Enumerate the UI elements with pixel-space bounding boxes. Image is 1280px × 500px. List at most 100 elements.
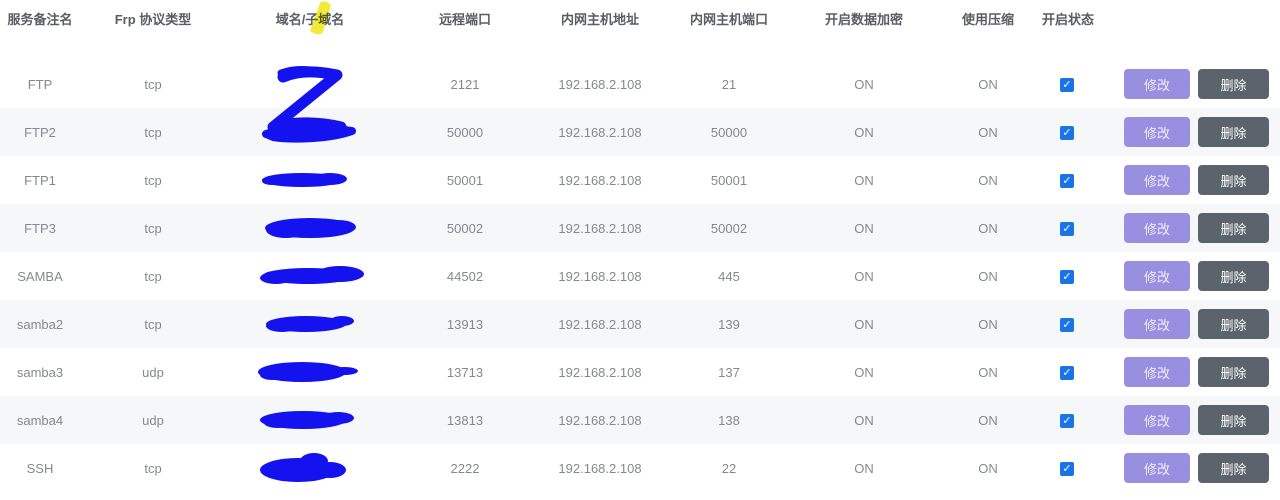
column-header-compression: 使用压缩 xyxy=(961,11,1014,27)
delete-button[interactable]: 删除 xyxy=(1198,405,1269,435)
enabled-checkbox[interactable]: ✓ xyxy=(1060,413,1074,428)
enabled-checkbox[interactable]: ✓ xyxy=(1060,317,1074,332)
protocol-cell: tcp xyxy=(144,268,162,284)
enabled-checkbox[interactable]: ✓ xyxy=(1060,269,1074,284)
protocol-cell: tcp xyxy=(144,316,162,332)
column-header-domain-label: 域名/子域名 xyxy=(275,11,345,27)
protocol-cell: tcp xyxy=(144,460,162,476)
enabled-checkbox[interactable]: ✓ xyxy=(1060,461,1074,476)
remote-port-cell: 50001 xyxy=(446,172,484,188)
encryption-cell: ON xyxy=(854,172,874,188)
actions-cell: 修改 删除 xyxy=(1092,117,1280,147)
encryption-cell: ON xyxy=(854,460,874,476)
column-header-domain: 域名/子域名 xyxy=(226,0,394,34)
delete-button[interactable]: 删除 xyxy=(1198,453,1269,483)
edit-button[interactable]: 修改 xyxy=(1124,309,1190,339)
encryption-cell: ON xyxy=(854,220,874,236)
protocol-cell: tcp xyxy=(144,220,162,236)
encryption-cell: ON xyxy=(854,76,874,92)
compression-cell: ON xyxy=(978,124,998,140)
remote-port-cell: 2121 xyxy=(450,76,480,92)
edit-button[interactable]: 修改 xyxy=(1124,69,1190,99)
enabled-state-cell: ✓ xyxy=(1042,268,1092,284)
table-body: FTP tcp 2121 192.168.2.108 21 ON ON ✓ 修改 删除 FTP2 tc… xyxy=(0,60,1280,492)
remote-port-cell: 13713 xyxy=(446,364,484,380)
host-port-cell: 50000 xyxy=(710,124,748,140)
host-address-cell: 192.168.2.108 xyxy=(558,124,642,140)
edit-button[interactable]: 修改 xyxy=(1124,357,1190,387)
service-name-cell: samba2 xyxy=(16,316,64,332)
table-header-row: 服务备注名 Frp 协议类型 域名/子域名 远程端口 内网主机地址 内网主机端口… xyxy=(0,0,1280,36)
remote-port-cell: 13813 xyxy=(446,412,484,428)
table-row: FTP3 tcp 50002 192.168.2.108 50002 ON ON ✓ 修改 删除 xyxy=(0,204,1280,252)
delete-button[interactable]: 删除 xyxy=(1198,117,1269,147)
host-address-cell: 192.168.2.108 xyxy=(558,460,642,476)
actions-cell: 修改 删除 xyxy=(1092,453,1280,483)
host-port-cell: 137 xyxy=(718,364,740,380)
service-name-cell: FTP2 xyxy=(24,124,56,140)
table-row: FTP tcp 2121 192.168.2.108 21 ON ON ✓ 修改 删除 xyxy=(0,60,1280,108)
actions-cell: 修改 删除 xyxy=(1092,213,1280,243)
service-name-cell: SAMBA xyxy=(17,268,63,284)
service-name-cell: SSH xyxy=(26,460,54,476)
protocol-cell: tcp xyxy=(144,76,162,92)
compression-cell: ON xyxy=(978,268,998,284)
encryption-cell: ON xyxy=(854,316,874,332)
delete-button[interactable]: 删除 xyxy=(1198,261,1269,291)
delete-button[interactable]: 删除 xyxy=(1198,213,1269,243)
protocol-cell: tcp xyxy=(144,124,162,140)
service-name-cell: FTP1 xyxy=(24,172,56,188)
compression-cell: ON xyxy=(978,316,998,332)
compression-cell: ON xyxy=(978,364,998,380)
enabled-state-cell: ✓ xyxy=(1042,316,1092,332)
compression-cell: ON xyxy=(978,220,998,236)
enabled-state-cell: ✓ xyxy=(1042,460,1092,476)
enabled-checkbox[interactable]: ✓ xyxy=(1060,173,1074,188)
edit-button[interactable]: 修改 xyxy=(1124,453,1190,483)
enabled-state-cell: ✓ xyxy=(1042,364,1092,380)
enabled-state-cell: ✓ xyxy=(1042,172,1092,188)
edit-button[interactable]: 修改 xyxy=(1124,261,1190,291)
host-address-cell: 192.168.2.108 xyxy=(558,220,642,236)
remote-port-cell: 2222 xyxy=(450,460,480,476)
delete-button[interactable]: 删除 xyxy=(1198,357,1269,387)
actions-cell: 修改 删除 xyxy=(1092,357,1280,387)
enabled-checkbox[interactable]: ✓ xyxy=(1060,77,1074,92)
protocol-cell: tcp xyxy=(144,172,162,188)
enabled-checkbox[interactable]: ✓ xyxy=(1060,365,1074,380)
column-header-enabled-state: 开启状态 xyxy=(1042,11,1095,27)
column-header-encryption: 开启数据加密 xyxy=(824,11,903,27)
host-port-cell: 138 xyxy=(718,412,740,428)
host-port-cell: 21 xyxy=(721,76,737,92)
actions-cell: 修改 删除 xyxy=(1092,69,1280,99)
host-port-cell: 22 xyxy=(721,460,737,476)
enabled-checkbox[interactable]: ✓ xyxy=(1060,221,1074,236)
delete-button[interactable]: 删除 xyxy=(1198,69,1269,99)
edit-button[interactable]: 修改 xyxy=(1124,165,1190,195)
column-header-service-name: 服务备注名 xyxy=(7,11,73,27)
compression-cell: ON xyxy=(978,76,998,92)
enabled-state-cell: ✓ xyxy=(1042,412,1092,428)
enabled-checkbox[interactable]: ✓ xyxy=(1060,125,1074,140)
service-name-cell: FTP xyxy=(27,76,53,92)
remote-port-cell: 13913 xyxy=(446,316,484,332)
encryption-cell: ON xyxy=(854,364,874,380)
table-row: FTP2 tcp 50000 192.168.2.108 50000 ON ON ✓ 修改 删除 xyxy=(0,108,1280,156)
column-header-protocol: Frp 协议类型 xyxy=(114,11,192,27)
actions-cell: 修改 删除 xyxy=(1092,405,1280,435)
host-address-cell: 192.168.2.108 xyxy=(558,268,642,284)
enabled-state-cell: ✓ xyxy=(1042,220,1092,236)
delete-button[interactable]: 删除 xyxy=(1198,165,1269,195)
service-name-cell: samba3 xyxy=(16,364,64,380)
table-row: samba3 udp 13713 192.168.2.108 137 ON ON ✓ 修改 删除 xyxy=(0,348,1280,396)
protocol-cell: udp xyxy=(142,364,164,380)
edit-button[interactable]: 修改 xyxy=(1124,405,1190,435)
host-address-cell: 192.168.2.108 xyxy=(558,412,642,428)
remote-port-cell: 44502 xyxy=(446,268,484,284)
column-header-remote-port: 远程端口 xyxy=(438,11,491,27)
delete-button[interactable]: 删除 xyxy=(1198,309,1269,339)
table-row: SSH tcp 2222 192.168.2.108 22 ON ON ✓ 修改 删除 xyxy=(0,444,1280,492)
edit-button[interactable]: 修改 xyxy=(1124,117,1190,147)
edit-button[interactable]: 修改 xyxy=(1124,213,1190,243)
encryption-cell: ON xyxy=(854,412,874,428)
